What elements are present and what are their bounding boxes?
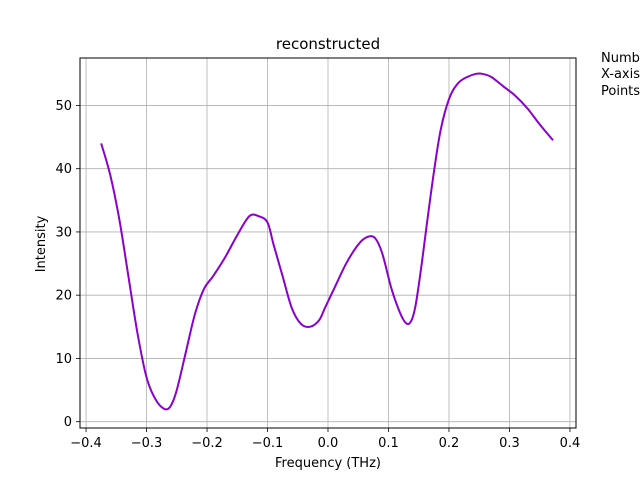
x-tick-label: −0.4: [70, 436, 102, 451]
side-note: Numb X-axis Points: [601, 51, 640, 99]
y-tick-label: 40: [55, 162, 72, 177]
chart-title: reconstructed: [276, 35, 380, 53]
x-tick-label: 0.0: [318, 436, 339, 451]
series-layer: [100, 72, 554, 411]
y-tick-label: 20: [55, 289, 72, 304]
x-tick-label: 0.2: [439, 436, 460, 451]
axis-ticks: −0.4 −0.3 −0.2 −0.1 0.0 0.1 0.2 0.3 0.4 0 10 20 30 40…: [55, 99, 580, 451]
y-tick-label: 10: [55, 352, 72, 367]
x-tick-label: 0.1: [378, 436, 399, 451]
side-note-line: X-axis: [601, 67, 640, 82]
side-note-line: Points: [601, 84, 640, 99]
y-tick-label: 50: [55, 99, 72, 114]
grid: [80, 58, 576, 428]
x-tick-label: −0.1: [252, 436, 284, 451]
side-note-line: Numb: [601, 51, 640, 66]
series-line: [100, 72, 554, 411]
y-tick-label: 0: [64, 415, 72, 430]
y-axis-label: Intensity: [34, 215, 49, 272]
x-tick-label: 0.3: [499, 436, 520, 451]
x-axis-label: Frequency (THz): [275, 456, 381, 471]
y-tick-label: 30: [55, 225, 72, 240]
x-tick-label: 0.4: [560, 436, 581, 451]
x-tick-label: −0.2: [191, 436, 223, 451]
x-tick-label: −0.3: [131, 436, 163, 451]
